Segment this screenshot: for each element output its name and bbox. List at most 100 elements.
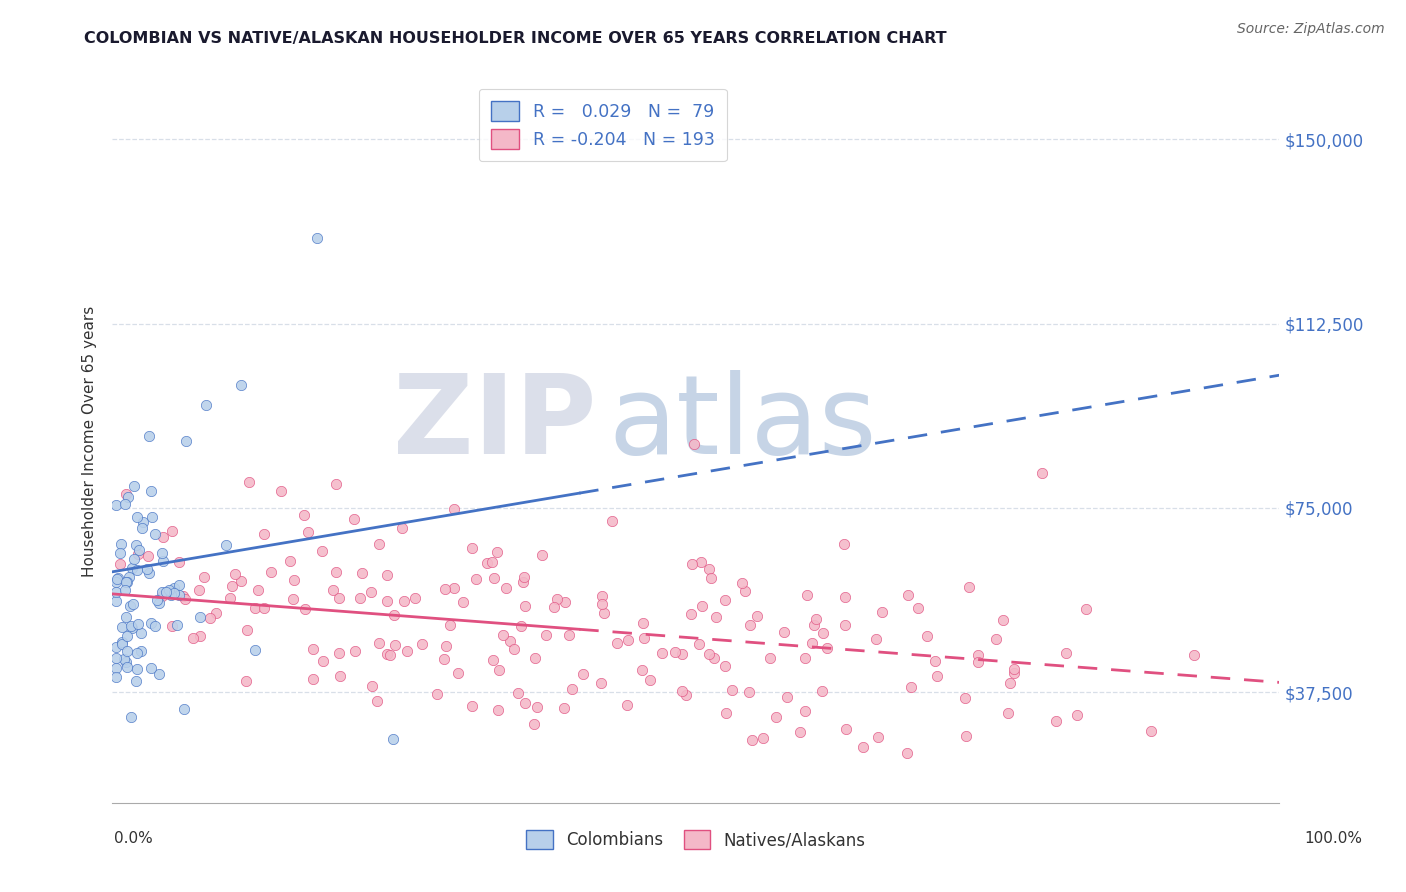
Point — [433, 652, 456, 666]
Point — [897, 588, 920, 602]
Point — [997, 706, 1019, 721]
Point — [224, 566, 246, 581]
Point — [561, 682, 583, 697]
Point — [616, 698, 638, 712]
Point — [524, 650, 547, 665]
Point — [128, 543, 150, 558]
Point — [152, 530, 174, 544]
Point — [236, 624, 259, 638]
Point — [104, 574, 127, 589]
Point — [546, 592, 568, 607]
Point — [900, 680, 922, 694]
Point — [117, 574, 139, 589]
Point — [699, 571, 721, 585]
Point — [1002, 662, 1025, 676]
Point — [377, 568, 399, 582]
Point — [461, 541, 484, 555]
Point — [434, 639, 457, 653]
Point — [302, 642, 325, 657]
Point — [243, 643, 266, 657]
Point — [834, 617, 856, 632]
Point — [150, 547, 173, 561]
Point — [870, 605, 893, 619]
Point — [600, 514, 623, 528]
Point — [803, 617, 825, 632]
Point — [152, 584, 174, 599]
Point — [1140, 723, 1163, 738]
Point — [283, 573, 305, 587]
Y-axis label: Householder Income Over 65 years: Householder Income Over 65 years — [82, 306, 97, 577]
Point — [104, 585, 127, 599]
Point — [690, 555, 713, 569]
Point — [966, 648, 988, 662]
Point — [125, 674, 148, 689]
Point — [434, 582, 457, 596]
Point — [111, 620, 134, 634]
Point — [312, 654, 335, 668]
Point — [1004, 665, 1026, 680]
Point — [868, 730, 890, 744]
Point — [957, 580, 980, 594]
Point — [967, 655, 990, 669]
Point — [115, 629, 138, 643]
Point — [396, 644, 419, 658]
Point — [482, 653, 505, 667]
Point — [253, 527, 276, 541]
Point — [281, 592, 304, 607]
Point — [752, 731, 775, 746]
Point — [143, 619, 166, 633]
Point — [114, 498, 136, 512]
Point — [173, 591, 195, 606]
Point — [138, 566, 160, 580]
Point — [1031, 467, 1053, 481]
Point — [325, 566, 347, 580]
Point — [122, 551, 145, 566]
Point — [439, 617, 461, 632]
Point — [305, 230, 328, 244]
Point — [526, 699, 548, 714]
Point — [924, 654, 946, 668]
Point — [664, 645, 686, 659]
Point — [260, 565, 283, 579]
Point — [174, 434, 197, 449]
Point — [651, 646, 673, 660]
Point — [152, 554, 174, 568]
Point — [591, 589, 613, 603]
Point — [188, 582, 211, 597]
Point — [955, 729, 977, 743]
Point — [160, 587, 183, 601]
Point — [804, 611, 827, 625]
Point — [835, 722, 858, 736]
Point — [297, 524, 319, 539]
Point — [811, 626, 834, 640]
Point — [558, 628, 581, 642]
Point — [730, 576, 752, 591]
Point — [238, 475, 260, 489]
Point — [811, 684, 834, 698]
Point — [917, 628, 939, 642]
Point — [252, 600, 274, 615]
Point — [107, 571, 129, 585]
Point — [488, 664, 510, 678]
Point — [188, 629, 211, 643]
Point — [105, 594, 128, 608]
Point — [328, 591, 350, 605]
Point — [114, 574, 136, 589]
Point — [447, 665, 470, 680]
Point — [690, 599, 713, 613]
Point — [193, 570, 215, 584]
Point — [229, 378, 252, 392]
Point — [229, 574, 252, 588]
Point — [713, 593, 735, 607]
Point — [426, 687, 449, 701]
Point — [110, 546, 132, 560]
Point — [136, 549, 159, 564]
Point — [495, 582, 517, 596]
Point — [104, 640, 127, 655]
Point — [118, 570, 141, 584]
Point — [366, 694, 388, 708]
Point — [591, 597, 613, 611]
Point — [682, 437, 704, 451]
Point — [114, 583, 136, 598]
Point — [115, 610, 138, 624]
